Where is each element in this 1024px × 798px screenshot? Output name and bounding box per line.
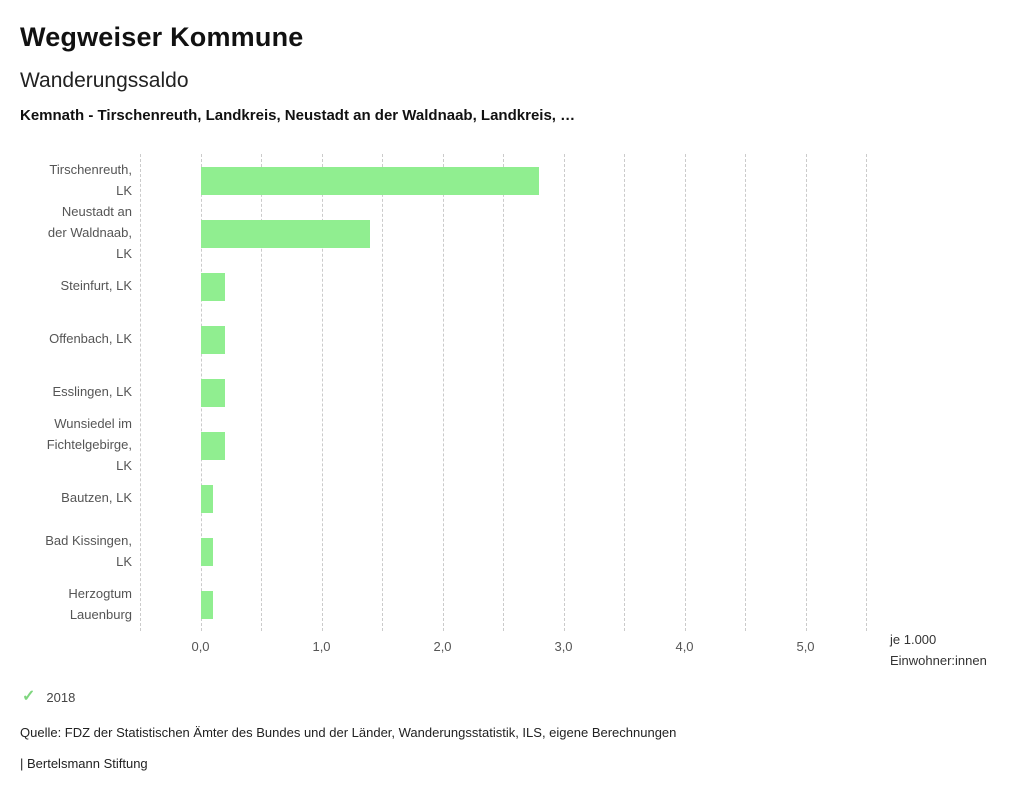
category-label: Tirschenreuth, LK xyxy=(49,161,132,198)
bar[interactable] xyxy=(200,431,225,460)
chart-row: Neustadt an der Waldnaab, LK xyxy=(20,204,132,261)
gridline xyxy=(866,154,867,631)
chart-plot-area xyxy=(140,154,867,631)
bar[interactable] xyxy=(200,378,225,407)
category-label: Bautzen, LK xyxy=(61,490,132,506)
chart-row: Tirschenreuth, LK xyxy=(20,154,132,207)
chart-row: Offenbach, LK xyxy=(20,313,132,366)
category-label: Steinfurt, LK xyxy=(60,278,132,294)
check-icon: ✓ xyxy=(22,688,36,705)
gridline xyxy=(321,154,323,631)
gridline xyxy=(140,154,141,631)
chart-row: Bad Kissingen, LK xyxy=(20,525,132,578)
x-tick-label: 5,0 xyxy=(796,639,815,654)
page-title: Wegweiser Kommune xyxy=(20,22,304,52)
gridline xyxy=(261,154,262,631)
gridline xyxy=(442,154,444,631)
x-axis: je 1.000 Einwohner:innen 0,0 1,0 2,0 3,0 4,0… xyxy=(20,631,1004,679)
category-label: Wunsiedel im Fichtelgebirge, LK xyxy=(46,416,132,473)
chart-subtitle: Kemnath - Tirschenreuth, Landkreis, Neus… xyxy=(20,107,576,124)
bar[interactable] xyxy=(200,166,540,195)
x-tick-label: 0,0 xyxy=(191,639,210,654)
gridline xyxy=(745,154,746,631)
gridline xyxy=(684,154,686,631)
category-label: Herzogtum Lauenburg xyxy=(68,585,132,622)
gridline xyxy=(382,154,383,631)
source-note: Quelle: FDZ der Statistischen Ämter des … xyxy=(20,725,677,740)
category-label: Offenbach, LK xyxy=(49,331,132,347)
bar[interactable] xyxy=(200,484,213,513)
chart-title: Wanderungssaldo xyxy=(20,69,189,92)
legend-label: 2018 xyxy=(46,689,76,705)
chart-row: Herzogtum Lauenburg xyxy=(20,578,132,631)
gridline xyxy=(624,154,625,631)
x-tick-label: 2,0 xyxy=(433,639,452,654)
x-tick-label: 3,0 xyxy=(554,639,573,654)
branding-note: | Bertelsmann Stiftung xyxy=(20,756,148,771)
axis-unit-label: je 1.000 Einwohner:innen xyxy=(890,629,987,672)
legend-item-2018[interactable]: ✓ 2018 xyxy=(22,689,1004,705)
bar[interactable] xyxy=(200,219,370,248)
axis-unit-line-1: je 1.000 xyxy=(890,632,937,647)
bar[interactable] xyxy=(200,590,213,619)
bar[interactable] xyxy=(200,537,213,566)
chart-row: Wunsiedel im Fichtelgebirge, LK xyxy=(20,416,132,473)
chart-row: Steinfurt, LK xyxy=(20,260,132,313)
category-label: Bad Kissingen, LK xyxy=(45,532,132,569)
chart-row: Esslingen, LK xyxy=(20,366,133,419)
gridline xyxy=(805,154,807,631)
category-axis: Tirschenreuth, LK Neustadt an der Waldnaa… xyxy=(20,154,132,631)
category-label: Esslingen, LK xyxy=(52,384,133,400)
gridline xyxy=(563,154,565,631)
bar-chart: Tirschenreuth, LK Neustadt an der Waldnaa… xyxy=(20,154,1004,631)
axis-unit-line-2: Einwohner:innen xyxy=(890,653,987,669)
gridline xyxy=(503,154,504,631)
chart-row: Bautzen, LK xyxy=(20,472,132,525)
bar[interactable] xyxy=(200,272,225,301)
category-label: Neustadt an der Waldnaab, LK xyxy=(47,204,132,261)
x-tick-label: 1,0 xyxy=(312,639,331,654)
x-tick-label: 4,0 xyxy=(675,639,694,654)
bar[interactable] xyxy=(200,325,225,354)
report-page: Wegweiser Kommune Wanderungssaldo Kemnat… xyxy=(20,22,1004,771)
